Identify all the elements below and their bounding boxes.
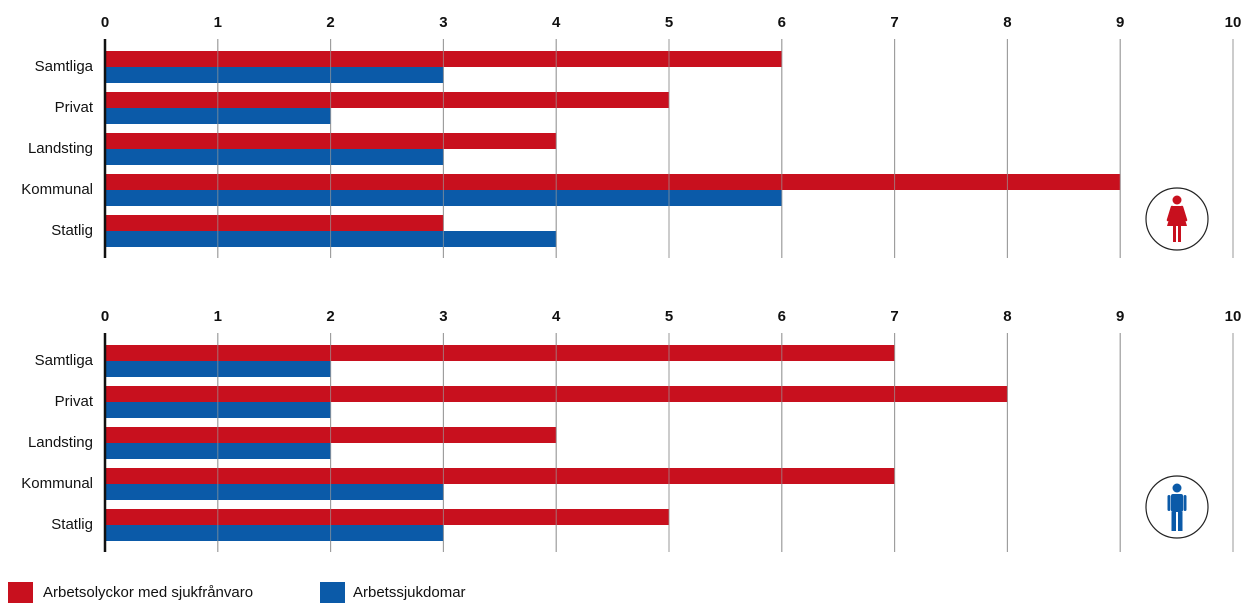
female-icon [1145,187,1209,251]
bar-arbetsolyckor [105,215,444,231]
x-tick-label: 4 [552,308,561,325]
bar-arbetssjukdomar [105,149,444,165]
x-tick-label: 5 [665,14,673,31]
x-tick-label: 1 [214,308,222,325]
x-tick-label: 2 [326,14,334,31]
x-tick-label: 7 [890,308,898,325]
category-label: Privat [55,393,94,410]
x-tick-label: 2 [326,308,334,325]
chart-panel-male: 0 1 2 3 4 5 6 7 8 9 10 Samtliga Privat Landsting Kommu… [21,308,1241,552]
category-label: Kommunal [21,181,93,198]
bar-arbetsolyckor [105,174,1121,190]
legend: Arbetsolyckor med sjukfrånvaro Arbetssjuk… [8,582,466,603]
x-tick-label: 0 [101,308,109,325]
bar-arbetsolyckor [105,92,669,108]
legend-label: Arbetsolyckor med sjukfrånvaro [43,584,253,601]
x-tick-label: 3 [439,14,447,31]
x-tick-label: 10 [1225,14,1242,31]
x-tick-label: 6 [778,14,786,31]
category-label: Landsting [28,140,93,157]
x-tick-label: 10 [1225,308,1242,325]
chart-panel-female: 0 1 2 3 4 5 6 7 8 9 10 Samtliga Privat Landsting Kommu… [21,14,1241,258]
x-tick-label: 8 [1003,14,1011,31]
category-label: Samtliga [35,352,94,369]
x-tick-label: 7 [890,14,898,31]
bar-arbetsolyckor [105,468,895,484]
category-label: Statlig [51,516,93,533]
legend-swatch [320,582,345,603]
category-label: Privat [55,99,94,116]
x-tick-label: 3 [439,308,447,325]
legend-label: Arbetssjukdomar [353,584,466,601]
bar-arbetssjukdomar [105,525,444,541]
bar-arbetssjukdomar [105,484,444,500]
x-tick-label: 8 [1003,308,1011,325]
x-tick-label: 0 [101,14,109,31]
category-label: Statlig [51,222,93,239]
x-tick-label: 6 [778,308,786,325]
bar-arbetsolyckor [105,509,669,525]
category-label: Landsting [28,434,93,451]
x-tick-label: 5 [665,308,673,325]
bar-arbetssjukdomar [105,67,444,83]
legend-swatch [8,582,33,603]
bar-arbetsolyckor [105,345,895,361]
x-tick-label: 1 [214,14,222,31]
category-label: Samtliga [35,58,94,75]
x-tick-label: 4 [552,14,561,31]
category-label: Kommunal [21,475,93,492]
x-tick-label: 9 [1116,14,1124,31]
x-tick-label: 9 [1116,308,1124,325]
male-icon [1145,475,1209,539]
